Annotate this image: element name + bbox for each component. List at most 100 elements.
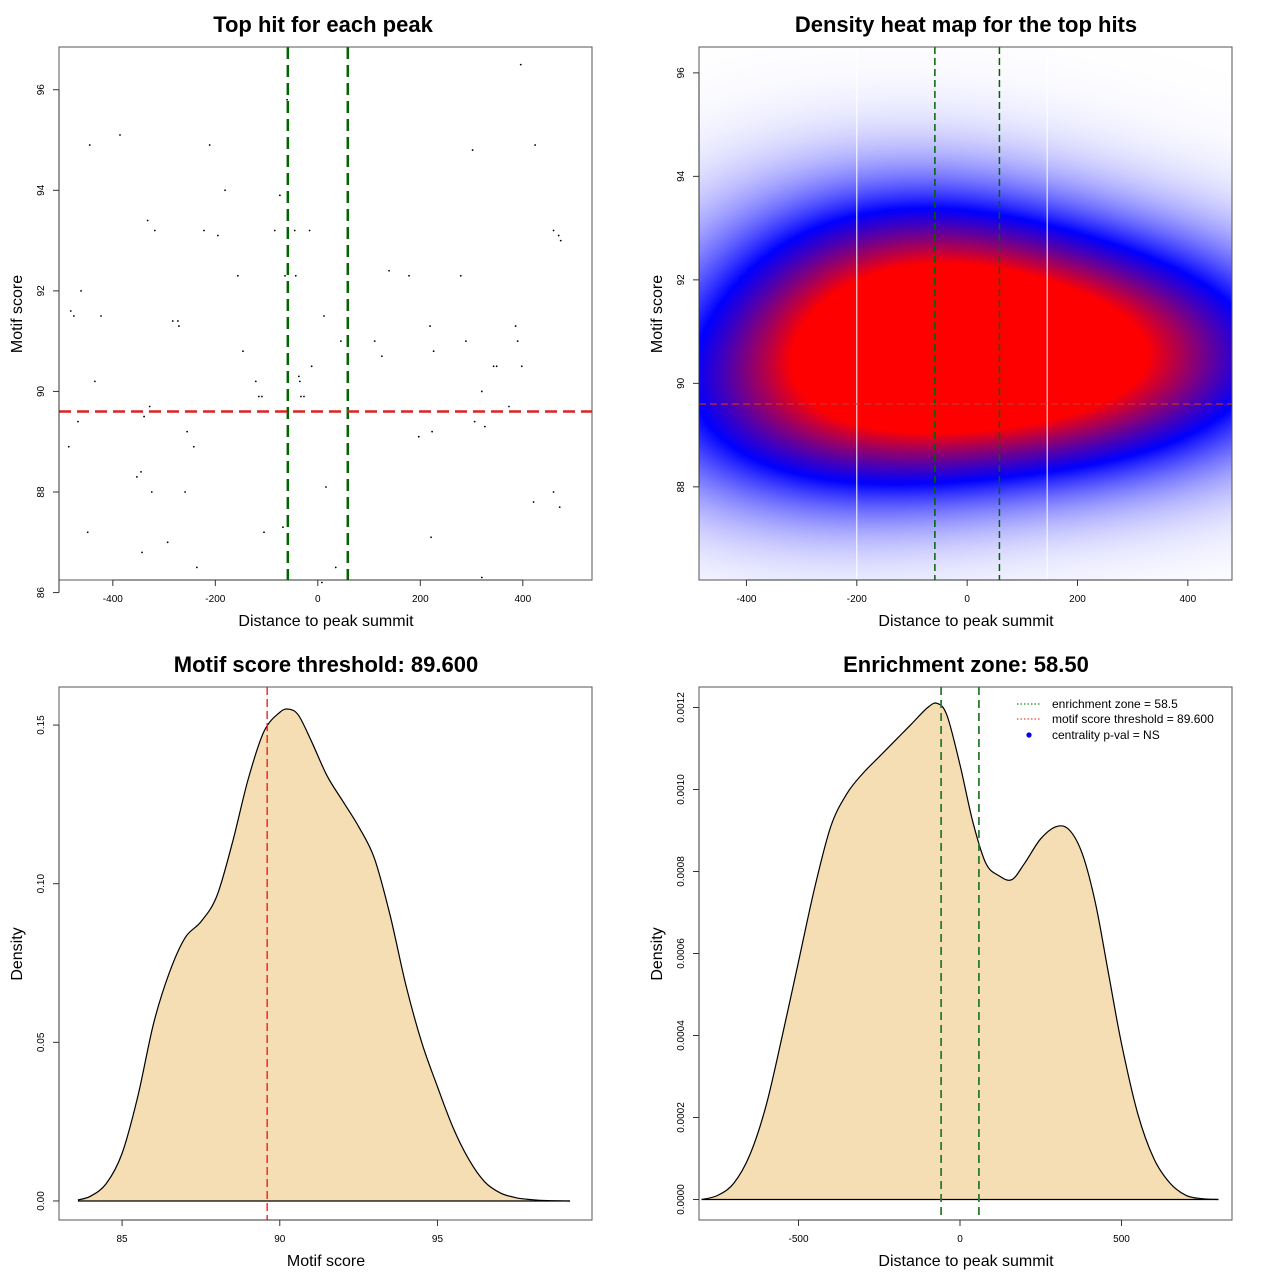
legend-item-enrichment-zone: enrichment zone = 58.5 — [1017, 697, 1178, 711]
scatter-point — [557, 234, 560, 237]
scatter-point — [388, 269, 390, 272]
scatter-point — [303, 395, 305, 398]
scatter-point — [495, 365, 498, 368]
scatter-point — [286, 98, 288, 101]
distance-density-y-label: Density — [649, 927, 666, 980]
scatter-panel: Top hit for each peak -400 -200 0 200 400 86… — [9, 12, 593, 630]
scatter-point — [514, 325, 517, 327]
legend-item-centrality: centrality p-val = NS — [1026, 728, 1160, 742]
score-density-title: Motif score threshold: 89.600 — [174, 652, 478, 677]
distance-density-panel: Enrichment zone: 58.50 -500 0 500 0.0000 0.… — [649, 652, 1233, 1270]
scatter-y-axis: 86 88 90 92 94 96 — [36, 84, 60, 598]
legend-centrality-label: centrality p-val = NS — [1052, 728, 1160, 742]
score-density-y-tick-label: 0.15 — [36, 715, 47, 735]
scatter-point — [473, 420, 476, 423]
scatter-point — [203, 229, 205, 232]
scatter-point — [519, 63, 522, 66]
scatter-point — [148, 405, 151, 408]
distance-density-x-tick-label: 0 — [957, 1234, 963, 1245]
heatmap-x-label: Distance to peak summit — [878, 613, 1054, 630]
scatter-point — [534, 144, 537, 146]
heatmap-y-tick-label: 90 — [676, 377, 687, 389]
score-density-y-tick-label: 0.05 — [36, 1032, 47, 1052]
score-density-marks — [77, 687, 570, 1220]
heatmap-title: Density heat map for the top hits — [795, 12, 1137, 37]
heatmap-raster — [699, 47, 1232, 580]
legend-motif-threshold-label: motif score threshold = 89.600 — [1052, 712, 1214, 726]
scatter-point — [93, 380, 96, 383]
scatter-point — [72, 315, 75, 317]
scatter-point — [471, 149, 474, 151]
scatter-point — [257, 395, 260, 398]
scatter-point — [282, 526, 284, 529]
scatter-point — [216, 234, 219, 237]
distance-density-y-tick-label: 0.0008 — [676, 856, 687, 887]
scatter-point — [119, 134, 121, 136]
scatter-point — [459, 274, 462, 277]
scatter-point — [516, 340, 519, 343]
score-density-x-tick-label: 95 — [432, 1234, 444, 1245]
scatter-plot-frame — [58, 46, 593, 581]
scatter-point — [242, 350, 244, 353]
scatter-point — [334, 566, 337, 569]
scatter-point — [88, 144, 91, 146]
scatter-y-tick-label: 88 — [36, 486, 47, 498]
scatter-point — [143, 415, 145, 418]
heatmap-y-tick-label: 92 — [676, 274, 687, 286]
scatter-point — [273, 229, 276, 232]
scatter-point — [100, 315, 102, 317]
scatter-point — [178, 325, 180, 327]
scatter-point — [492, 365, 495, 368]
heatmap-y-label: Motif score — [649, 275, 666, 353]
heatmap-x-tick-label: -400 — [736, 594, 756, 605]
scatter-point — [186, 430, 189, 433]
scatter-point — [310, 365, 313, 368]
distance-density-title: Enrichment zone: 58.50 — [843, 652, 1089, 677]
scatter-point — [532, 501, 535, 503]
score-density-x-label: Motif score — [287, 1253, 365, 1270]
scatter-point — [321, 581, 323, 584]
scatter-point — [308, 229, 311, 232]
distance-density-x-axis: -500 0 500 — [788, 1219, 1130, 1245]
distance-density-y-tick-label: 0.0002 — [676, 1102, 687, 1133]
distance-density-y-tick-label: 0.0012 — [676, 692, 687, 723]
heatmap-overlay-lines — [699, 47, 1232, 580]
scatter-point — [67, 445, 70, 448]
scatter-point — [263, 531, 265, 534]
scatter-point — [294, 274, 297, 277]
scatter-y-label: Motif score — [9, 275, 26, 353]
heatmap-y-axis: 88 90 92 94 96 — [676, 67, 700, 493]
scatter-point — [166, 541, 169, 544]
scatter-point — [552, 491, 555, 493]
scatter-x-tick-label: 200 — [412, 594, 429, 605]
legend-centrality-dot-icon — [1026, 732, 1032, 738]
distance-density-y-tick-label: 0.0004 — [676, 1020, 687, 1051]
scatter-point — [339, 340, 342, 343]
score-density-x-tick-label: 85 — [117, 1234, 129, 1245]
heatmap-y-tick-label: 88 — [676, 481, 687, 493]
score-density-y-tick-label: 0.00 — [36, 1191, 47, 1211]
scatter-point — [373, 340, 376, 343]
distance-density-y-tick-label: 0.0000 — [676, 1184, 687, 1215]
distance-density-x-label: Distance to peak summit — [878, 1253, 1054, 1270]
scatter-point — [408, 274, 410, 277]
score-density-y-label: Density — [9, 927, 26, 980]
scatter-point — [261, 395, 263, 398]
scatter-point — [136, 476, 138, 478]
distance-density-marks — [701, 687, 1219, 1220]
heatmap-x-tick-label: 200 — [1069, 594, 1086, 605]
score-density-x-tick-label: 90 — [274, 1234, 286, 1245]
scatter-point — [69, 310, 72, 312]
scatter-point — [146, 219, 149, 222]
scatter-marks — [59, 47, 592, 584]
scatter-point — [480, 576, 483, 579]
scatter-point — [483, 425, 486, 428]
scatter-point — [153, 229, 156, 232]
distance-density-curve — [701, 702, 1219, 1201]
legend: enrichment zone = 58.5 motif score thres… — [1017, 697, 1214, 742]
scatter-point — [171, 320, 174, 322]
legend-item-motif-threshold: motif score threshold = 89.600 — [1017, 712, 1214, 726]
scatter-x-tick-label: 400 — [514, 594, 531, 605]
scatter-point — [323, 315, 325, 317]
